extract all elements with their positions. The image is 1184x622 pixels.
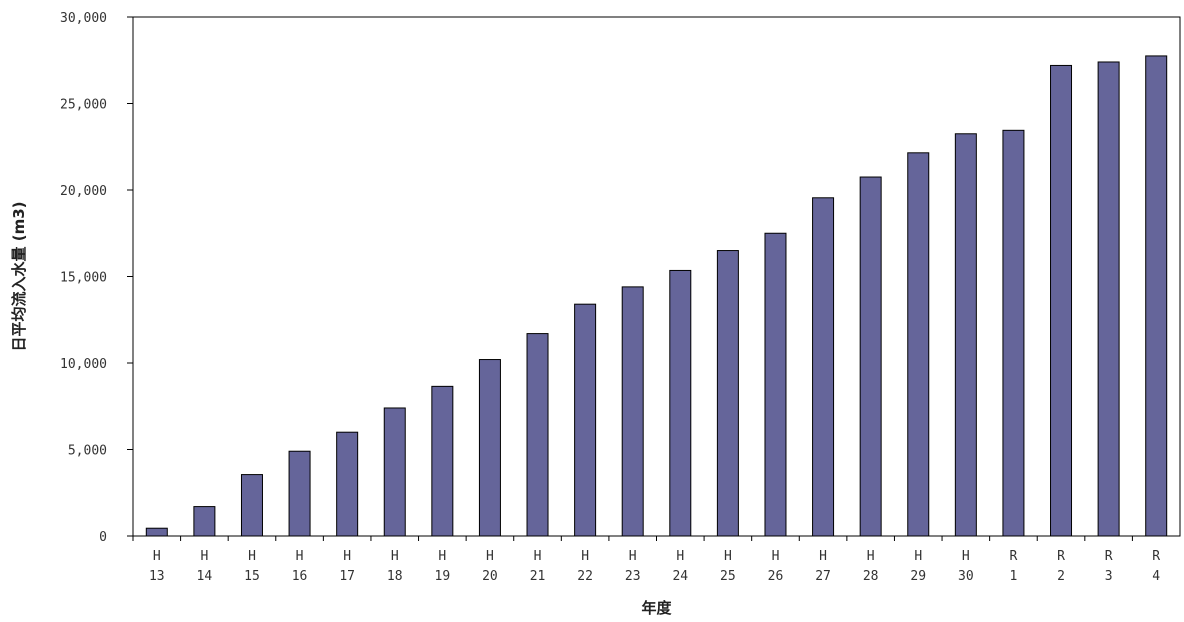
x-tick-label-era: H: [581, 549, 589, 564]
x-tick-label-year: 2: [1057, 569, 1065, 584]
bar: [716, 250, 739, 537]
bar: [1145, 55, 1168, 537]
bar: [907, 152, 930, 537]
y-tick-label: 25,000: [60, 98, 107, 113]
bar: [240, 474, 263, 537]
bar: [812, 197, 835, 537]
x-tick-label-era: H: [200, 549, 208, 564]
y-tick-label: 10,000: [60, 357, 107, 372]
x-tick-label-era: H: [248, 549, 256, 564]
bar: [954, 133, 977, 537]
x-tick-label-era: H: [962, 549, 970, 564]
x-axis-label: 年度: [641, 599, 672, 617]
x-tick-label-year: 24: [672, 569, 688, 584]
x-tick-label-year: 15: [244, 569, 260, 584]
x-tick-label-era: H: [914, 549, 922, 564]
x-tick-label-year: 20: [482, 569, 498, 584]
bar: [669, 269, 692, 537]
x-tick-label-era: R: [1010, 549, 1018, 564]
x-tick-label-era: H: [867, 549, 875, 564]
x-tick-label-year: 28: [863, 569, 879, 584]
x-tick-label-era: H: [391, 549, 399, 564]
x-tick-label-year: 14: [197, 569, 213, 584]
y-tick-label: 15,000: [60, 271, 107, 286]
x-tick-label-year: 25: [720, 569, 736, 584]
x-tick-label-year: 13: [149, 569, 165, 584]
x-tick-label-year: 4: [1152, 569, 1160, 584]
y-tick-label: 30,000: [60, 11, 107, 26]
y-tick-label: 20,000: [60, 184, 107, 199]
y-axis-ticks: 0 5,000 10,000 15,000 20,000 25,000 30,000: [60, 11, 133, 545]
bar: [145, 527, 168, 537]
x-tick-label-year: 1: [1010, 569, 1018, 584]
x-tick-label-year: 30: [958, 569, 974, 584]
y-axis-label: 日平均流入水量 (m3): [10, 201, 28, 351]
bar: [193, 506, 216, 537]
bar: [574, 303, 597, 537]
plot-area-frame: [132, 16, 1181, 537]
bar: [764, 232, 787, 537]
bar: [621, 286, 644, 537]
x-tick-label-era: H: [153, 549, 161, 564]
x-tick-label-year: 3: [1105, 569, 1113, 584]
x-tick-label-era: R: [1057, 549, 1065, 564]
x-tick-label-year: 29: [910, 569, 926, 584]
bar: [431, 385, 454, 537]
x-tick-label-year: 27: [815, 569, 831, 584]
x-tick-label-era: H: [724, 549, 732, 564]
x-tick-label-year: 23: [625, 569, 641, 584]
bar: [478, 359, 501, 537]
bars: [145, 55, 1168, 537]
bar: [1097, 61, 1120, 537]
x-tick-label-year: 18: [387, 569, 403, 584]
x-tick-label-year: 19: [435, 569, 451, 584]
x-tick-label-era: R: [1152, 549, 1160, 564]
bar: [859, 176, 882, 537]
x-tick-label-era: H: [534, 549, 542, 564]
x-tick-label-year: 26: [768, 569, 784, 584]
bar: [526, 333, 549, 537]
x-tick-label-year: 17: [339, 569, 355, 584]
x-tick-label-era: R: [1105, 549, 1113, 564]
x-tick-label-year: 22: [577, 569, 593, 584]
x-tick-label-era: H: [343, 549, 351, 564]
x-tick-label-year: 16: [292, 569, 308, 584]
x-tick-label-era: H: [296, 549, 304, 564]
x-tick-label-era: H: [819, 549, 827, 564]
x-tick-label-year: 21: [530, 569, 546, 584]
x-axis-ticks: H13H14H15H16H17H18H19H20H21H22H23H24H25H…: [132, 536, 1160, 584]
x-tick-label-era: H: [438, 549, 446, 564]
bar: [336, 431, 359, 537]
bar: [1002, 129, 1025, 537]
y-tick-label: 5,000: [68, 444, 107, 459]
x-tick-label-era: H: [772, 549, 780, 564]
y-tick-label: 0: [99, 530, 107, 545]
bar: [288, 450, 311, 537]
bar: [383, 407, 406, 537]
bar: [1050, 64, 1073, 537]
x-tick-label-era: H: [486, 549, 494, 564]
x-tick-label-era: H: [629, 549, 637, 564]
x-tick-label-era: H: [676, 549, 684, 564]
